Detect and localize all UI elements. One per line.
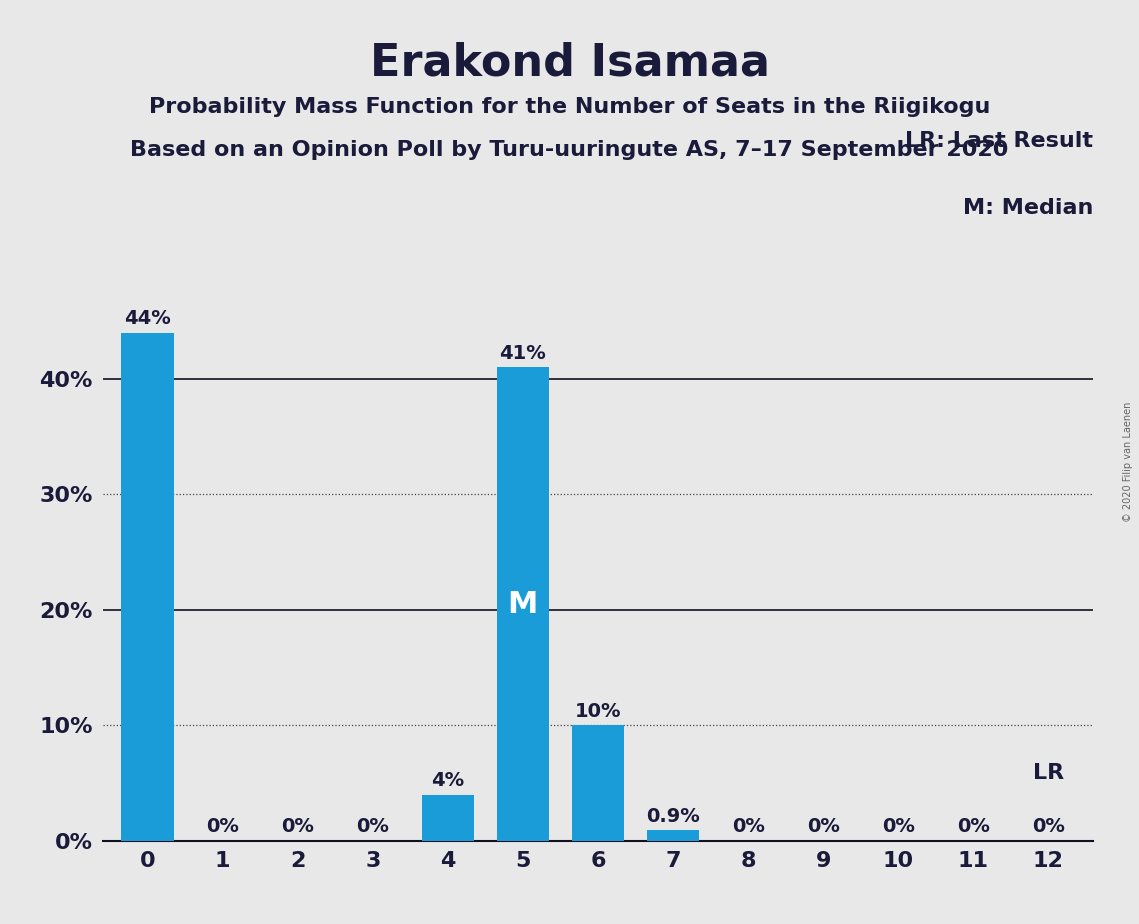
Text: 0.9%: 0.9% (646, 807, 700, 826)
Text: 4%: 4% (432, 771, 465, 790)
Text: 0%: 0% (357, 817, 390, 836)
Bar (421, 795, 474, 841)
Bar (572, 725, 624, 841)
Text: 0%: 0% (206, 817, 239, 836)
Text: M: Median: M: Median (964, 198, 1093, 218)
Text: © 2020 Filip van Laenen: © 2020 Filip van Laenen (1123, 402, 1133, 522)
Text: 44%: 44% (124, 309, 171, 328)
Text: 0%: 0% (882, 817, 915, 836)
Text: Erakond Isamaa: Erakond Isamaa (369, 42, 770, 85)
Text: LR: Last Result: LR: Last Result (906, 131, 1093, 152)
Text: 0%: 0% (806, 817, 839, 836)
Text: Based on an Opinion Poll by Turu-uuringute AS, 7–17 September 2020: Based on an Opinion Poll by Turu-uuringu… (130, 140, 1009, 161)
Text: M: M (508, 590, 538, 618)
Bar (497, 368, 549, 841)
Text: LR: LR (1033, 763, 1064, 784)
Bar (647, 831, 699, 841)
Text: 0%: 0% (731, 817, 764, 836)
Text: 0%: 0% (957, 817, 990, 836)
Text: 0%: 0% (281, 817, 314, 836)
Bar (121, 333, 174, 841)
Text: 10%: 10% (575, 701, 621, 721)
Text: 0%: 0% (1032, 817, 1065, 836)
Text: Probability Mass Function for the Number of Seats in the Riigikogu: Probability Mass Function for the Number… (149, 97, 990, 117)
Text: 41%: 41% (500, 344, 547, 363)
